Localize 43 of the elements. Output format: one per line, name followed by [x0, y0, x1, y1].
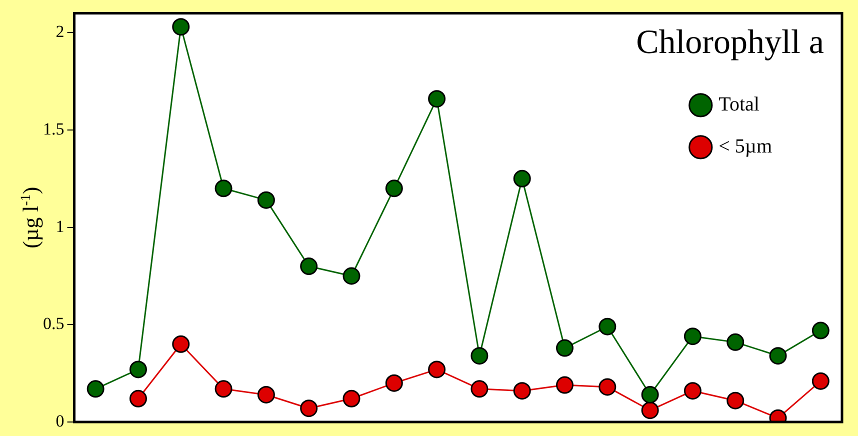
point [513, 382, 531, 400]
point [428, 90, 446, 108]
chart-title: Chlorophyll a [636, 24, 824, 62]
point [641, 386, 659, 404]
point [812, 322, 830, 340]
point [300, 258, 318, 276]
point [598, 318, 616, 336]
legend-label: < 5µm [718, 135, 772, 158]
y-tick-label: 2 [56, 22, 64, 42]
point [342, 390, 360, 408]
point [129, 390, 147, 408]
point [470, 347, 488, 365]
point [428, 360, 446, 378]
y-tick-label: 0 [56, 411, 64, 430]
point [726, 333, 744, 351]
legend-label: Total [718, 93, 760, 116]
point [684, 328, 702, 346]
point [214, 380, 232, 398]
point [598, 378, 616, 396]
y-axis-title: (µg l-1) [18, 186, 43, 248]
point [812, 372, 830, 390]
point [513, 170, 531, 188]
point [769, 347, 787, 365]
point [641, 402, 659, 420]
point [257, 386, 275, 404]
point [214, 180, 232, 198]
point [86, 380, 104, 398]
point [726, 392, 744, 410]
point [385, 374, 403, 392]
y-tick-label: 0.5 [43, 314, 64, 334]
y-tick-label: 1 [56, 216, 64, 236]
point [556, 376, 574, 394]
point [556, 339, 574, 357]
y-tick-label: 1.5 [43, 119, 64, 138]
point [684, 382, 702, 400]
point [470, 380, 488, 398]
point [300, 400, 318, 418]
point [342, 267, 360, 285]
point [257, 191, 275, 209]
point [172, 18, 190, 36]
point [129, 360, 147, 378]
point [385, 180, 403, 198]
point [172, 335, 190, 353]
